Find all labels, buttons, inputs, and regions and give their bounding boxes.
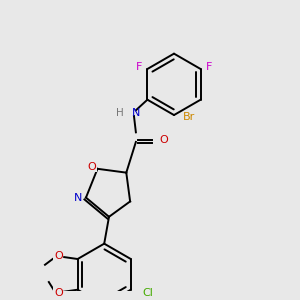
Text: O: O	[54, 251, 63, 261]
Text: Cl: Cl	[142, 288, 154, 298]
Text: N: N	[74, 193, 82, 202]
Text: O: O	[159, 135, 168, 145]
Text: F: F	[136, 62, 142, 72]
Text: H: H	[116, 108, 123, 118]
Text: F: F	[206, 62, 212, 72]
Text: O: O	[54, 288, 63, 298]
Text: O: O	[87, 162, 96, 172]
Text: N: N	[132, 108, 140, 118]
Text: Br: Br	[183, 112, 196, 122]
